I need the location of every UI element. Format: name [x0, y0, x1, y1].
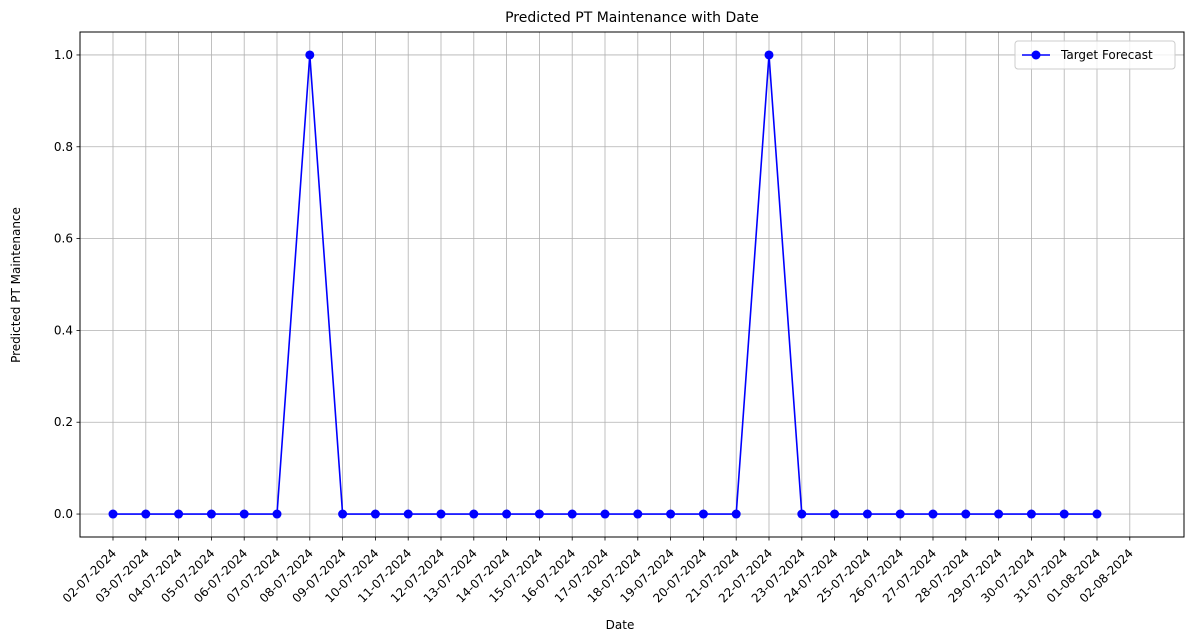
x-axis-title: Date [606, 618, 635, 632]
y-tick-label: 0.6 [54, 232, 73, 246]
data-point [469, 509, 479, 519]
data-point [764, 50, 774, 60]
data-point [272, 509, 282, 519]
data-point [108, 509, 118, 519]
data-point [797, 509, 807, 519]
y-axis-title: Predicted PT Maintenance [9, 207, 23, 363]
series-target-forecast [108, 50, 1102, 519]
data-point [206, 509, 216, 519]
data-point [928, 509, 938, 519]
data-point [174, 509, 184, 519]
y-tick-label: 0.2 [54, 415, 73, 429]
data-point [666, 509, 676, 519]
legend: Target Forecast [1014, 40, 1176, 70]
data-point [961, 509, 971, 519]
x-axis-ticks: 02-07-202403-07-202404-07-202405-07-2024… [60, 537, 1136, 605]
chart-title: Predicted PT Maintenance with Date [505, 10, 759, 26]
legend-box [1014, 40, 1176, 70]
data-point [141, 509, 151, 519]
data-point [862, 509, 872, 519]
data-point [1059, 509, 1069, 519]
data-point [600, 509, 610, 519]
grid-lines [80, 32, 1184, 537]
data-point [830, 509, 840, 519]
data-point [698, 509, 708, 519]
data-point [338, 509, 348, 519]
data-point [534, 509, 544, 519]
plot-frame [79, 31, 1185, 538]
y-tick-label: 0.4 [54, 323, 73, 337]
data-point [239, 509, 249, 519]
data-point [502, 509, 512, 519]
data-point [731, 509, 741, 519]
data-point [1092, 509, 1102, 519]
data-point [436, 509, 446, 519]
data-point [633, 509, 643, 519]
data-point [370, 509, 380, 519]
data-point [403, 509, 413, 519]
data-point [1026, 509, 1036, 519]
data-point [994, 509, 1004, 519]
data-point [567, 509, 577, 519]
y-tick-label: 1.0 [54, 48, 73, 62]
data-point [305, 50, 315, 60]
y-axis-ticks: 0.0 0.2 0.4 0.6 0.8 1.0 [54, 48, 80, 521]
y-tick-label: 0.8 [54, 140, 73, 154]
legend-marker-swatch [1031, 50, 1041, 60]
data-point [895, 509, 905, 519]
y-tick-label: 0.0 [54, 507, 73, 521]
legend-label: Target Forecast [1060, 48, 1153, 62]
